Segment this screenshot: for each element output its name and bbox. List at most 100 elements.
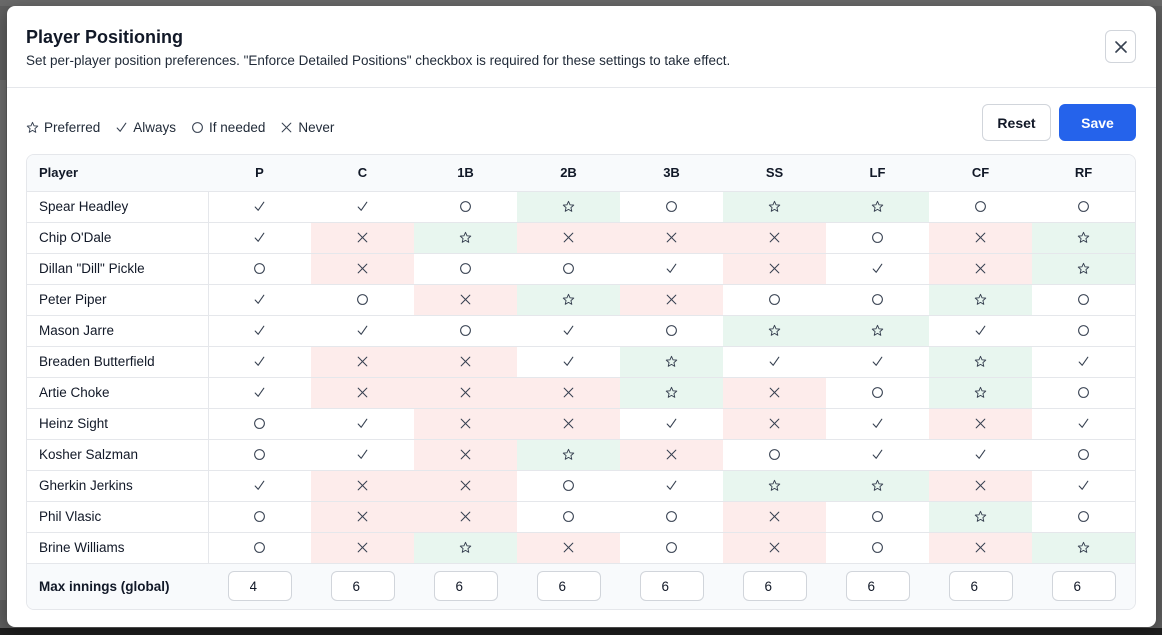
preference-cell-c[interactable] (311, 221, 414, 253)
preference-cell-1b[interactable] (414, 190, 517, 222)
preference-cell-2b[interactable] (517, 345, 620, 377)
preference-cell-3b[interactable] (620, 314, 723, 346)
preference-cell-ss[interactable] (723, 345, 826, 377)
preference-cell-1b[interactable] (414, 531, 517, 563)
max-innings-input-lf[interactable] (845, 571, 910, 602)
preference-cell-c[interactable] (311, 407, 414, 439)
preference-cell-c[interactable] (311, 252, 414, 284)
preference-cell-p[interactable] (208, 283, 311, 315)
preference-cell-ss[interactable] (723, 500, 826, 532)
preference-cell-3b[interactable] (620, 376, 723, 408)
preference-cell-p[interactable] (208, 314, 311, 346)
max-innings-input-p[interactable] (227, 571, 292, 602)
save-button[interactable]: Save (1059, 104, 1136, 141)
preference-cell-c[interactable] (311, 531, 414, 563)
preference-cell-3b[interactable] (620, 283, 723, 315)
preference-cell-c[interactable] (311, 469, 414, 501)
preference-cell-cf[interactable] (929, 531, 1032, 563)
preference-cell-lf[interactable] (826, 438, 929, 470)
preference-cell-rf[interactable] (1032, 314, 1135, 346)
preference-cell-lf[interactable] (826, 252, 929, 284)
preference-cell-1b[interactable] (414, 252, 517, 284)
preference-cell-cf[interactable] (929, 345, 1032, 377)
preference-cell-cf[interactable] (929, 283, 1032, 315)
preference-cell-c[interactable] (311, 500, 414, 532)
preference-cell-1b[interactable] (414, 314, 517, 346)
preference-cell-ss[interactable] (723, 283, 826, 315)
preference-cell-3b[interactable] (620, 407, 723, 439)
preference-cell-3b[interactable] (620, 500, 723, 532)
preference-cell-1b[interactable] (414, 283, 517, 315)
max-innings-input-rf[interactable] (1051, 571, 1116, 602)
preference-cell-lf[interactable] (826, 221, 929, 253)
preference-cell-1b[interactable] (414, 500, 517, 532)
max-innings-input-c[interactable] (330, 571, 395, 602)
preference-cell-1b[interactable] (414, 345, 517, 377)
preference-cell-rf[interactable] (1032, 190, 1135, 222)
close-button[interactable] (1105, 30, 1136, 63)
preference-cell-rf[interactable] (1032, 500, 1135, 532)
preference-cell-2b[interactable] (517, 314, 620, 346)
max-innings-input-3b[interactable] (639, 571, 704, 602)
preference-cell-1b[interactable] (414, 438, 517, 470)
preference-cell-3b[interactable] (620, 190, 723, 222)
max-innings-input-1b[interactable] (433, 571, 498, 602)
preference-cell-3b[interactable] (620, 221, 723, 253)
preference-cell-3b[interactable] (620, 345, 723, 377)
preference-cell-3b[interactable] (620, 438, 723, 470)
preference-cell-ss[interactable] (723, 190, 826, 222)
preference-cell-ss[interactable] (723, 314, 826, 346)
preference-cell-lf[interactable] (826, 407, 929, 439)
preference-cell-cf[interactable] (929, 252, 1032, 284)
preference-cell-ss[interactable] (723, 438, 826, 470)
preference-cell-rf[interactable] (1032, 531, 1135, 563)
preference-cell-p[interactable] (208, 531, 311, 563)
preference-cell-ss[interactable] (723, 252, 826, 284)
preference-cell-2b[interactable] (517, 190, 620, 222)
preference-cell-rf[interactable] (1032, 283, 1135, 315)
preference-cell-c[interactable] (311, 190, 414, 222)
preference-cell-p[interactable] (208, 407, 311, 439)
preference-cell-ss[interactable] (723, 221, 826, 253)
preference-cell-cf[interactable] (929, 221, 1032, 253)
preference-cell-cf[interactable] (929, 500, 1032, 532)
preference-cell-1b[interactable] (414, 221, 517, 253)
preference-cell-p[interactable] (208, 252, 311, 284)
preference-cell-lf[interactable] (826, 500, 929, 532)
max-innings-input-ss[interactable] (742, 571, 807, 602)
preference-cell-3b[interactable] (620, 252, 723, 284)
preference-cell-lf[interactable] (826, 314, 929, 346)
preference-cell-2b[interactable] (517, 531, 620, 563)
preference-cell-rf[interactable] (1032, 438, 1135, 470)
preference-cell-rf[interactable] (1032, 407, 1135, 439)
preference-cell-lf[interactable] (826, 531, 929, 563)
preference-cell-lf[interactable] (826, 283, 929, 315)
preference-cell-p[interactable] (208, 469, 311, 501)
preference-cell-3b[interactable] (620, 531, 723, 563)
preference-cell-cf[interactable] (929, 407, 1032, 439)
reset-button[interactable]: Reset (982, 104, 1051, 141)
preference-cell-cf[interactable] (929, 376, 1032, 408)
preference-cell-2b[interactable] (517, 283, 620, 315)
preference-cell-cf[interactable] (929, 438, 1032, 470)
preference-cell-1b[interactable] (414, 376, 517, 408)
preference-cell-p[interactable] (208, 345, 311, 377)
preference-cell-2b[interactable] (517, 376, 620, 408)
preference-cell-1b[interactable] (414, 407, 517, 439)
preference-cell-3b[interactable] (620, 469, 723, 501)
preference-cell-2b[interactable] (517, 221, 620, 253)
preference-cell-2b[interactable] (517, 469, 620, 501)
preference-cell-lf[interactable] (826, 469, 929, 501)
preference-cell-rf[interactable] (1032, 376, 1135, 408)
preference-cell-c[interactable] (311, 283, 414, 315)
max-innings-input-cf[interactable] (948, 571, 1013, 602)
preference-cell-p[interactable] (208, 376, 311, 408)
preference-cell-p[interactable] (208, 438, 311, 470)
preference-cell-1b[interactable] (414, 469, 517, 501)
preference-cell-2b[interactable] (517, 407, 620, 439)
preference-cell-2b[interactable] (517, 252, 620, 284)
preference-cell-lf[interactable] (826, 376, 929, 408)
preference-cell-p[interactable] (208, 500, 311, 532)
preference-cell-p[interactable] (208, 190, 311, 222)
max-innings-input-2b[interactable] (536, 571, 601, 602)
